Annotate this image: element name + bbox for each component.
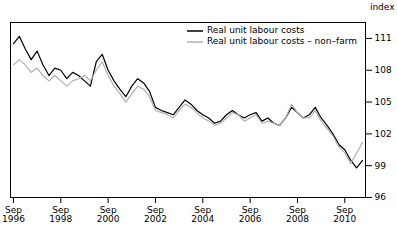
svg-text:102: 102: [375, 129, 392, 139]
svg-text:99: 99: [375, 161, 387, 171]
svg-text:Sep2002: Sep2002: [144, 205, 167, 224]
svg-text:108: 108: [375, 65, 392, 75]
svg-text:111: 111: [375, 33, 392, 43]
svg-text:Sep2008: Sep2008: [286, 205, 309, 224]
svg-text:Sep1996: Sep1996: [2, 205, 25, 224]
svg-text:105: 105: [375, 97, 392, 107]
svg-text:96: 96: [375, 192, 387, 202]
svg-text:index: index: [370, 2, 395, 12]
html-text:Real unit labour costs: Real unit labour costs: [206, 25, 305, 35]
html-text:Real unit labour costs – non–f: Real unit labour costs – non–farm: [206, 36, 357, 46]
svg-text:Sep2000: Sep2000: [97, 205, 120, 224]
svg-text:Sep1998: Sep1998: [49, 205, 72, 224]
svg-text:Sep2004: Sep2004: [191, 205, 214, 224]
svg-text:Sep2010: Sep2010: [333, 205, 356, 224]
svg-text:Sep2006: Sep2006: [239, 205, 262, 224]
